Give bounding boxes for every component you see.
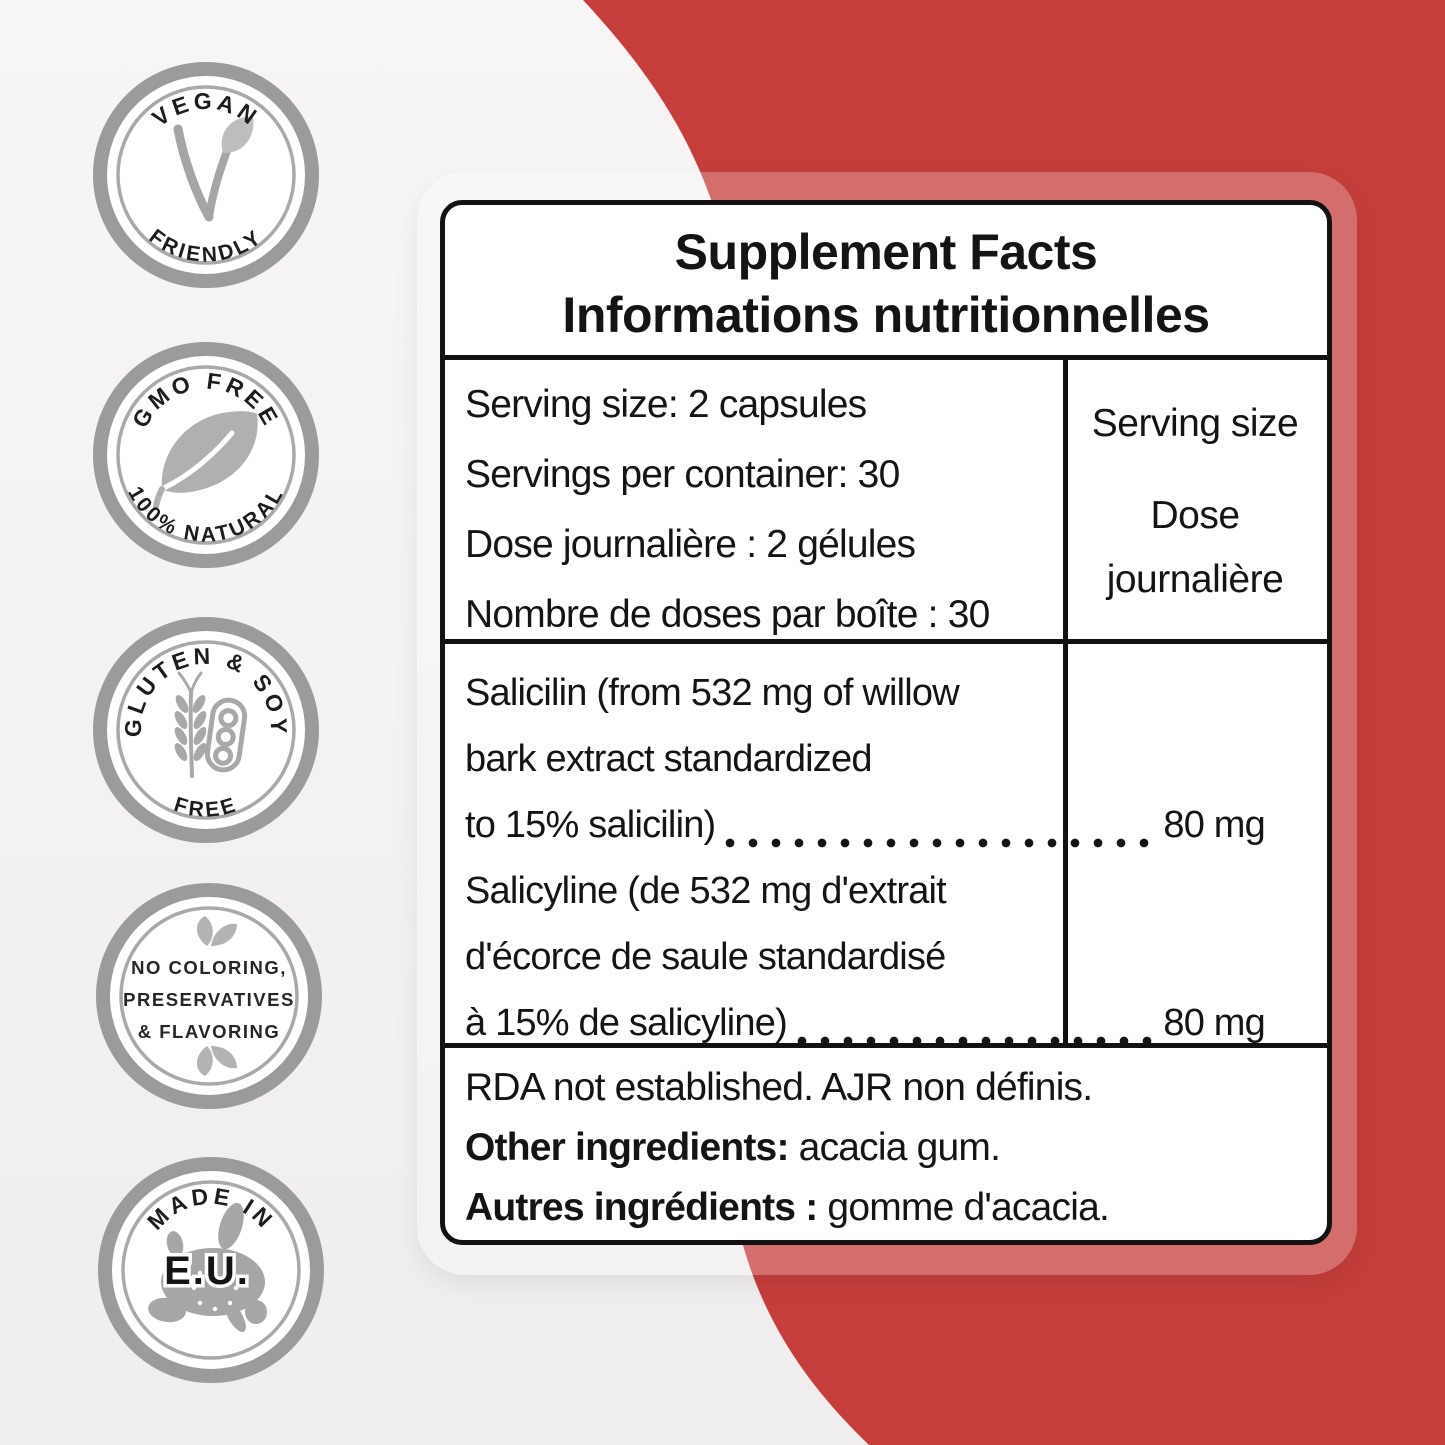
ingredient-amount: 80 mg <box>1163 1002 1265 1044</box>
ingredient-row: Salicyline (de 532 mg d'extrait d'écorce… <box>465 858 1327 1056</box>
badge-center-text: E.U. <box>164 1249 250 1293</box>
badge-inner-ring <box>119 906 299 1086</box>
badge-made-in-eu: MADE IN E.U. <box>98 1157 324 1383</box>
ingredient-line: à 15% de salicyline) <box>465 1002 788 1044</box>
ingredient-row: Salicilin (from 532 mg of willow bark ex… <box>465 660 1327 858</box>
ingredient-line: Salicyline (de 532 mg d'extrait <box>465 870 947 912</box>
serving-info-cell: Serving size: 2 capsules Servings per co… <box>445 360 1063 639</box>
badge-inner-ring <box>116 85 296 265</box>
leaves-icon <box>196 916 237 1076</box>
ingredients-section: Salicilin (from 532 mg of willow bark ex… <box>445 644 1327 1048</box>
dot-leader <box>796 1036 1158 1046</box>
vegan-leaf-icon <box>173 116 254 222</box>
badge-inner-ring <box>121 1180 301 1360</box>
serving-size-column-header: Serving size Dose journalière <box>1063 360 1327 639</box>
other-ingredients-en: Other ingredients: acacia gum. <box>465 1118 1309 1178</box>
panel-title-fr: Informations nutritionnelles <box>562 287 1210 343</box>
wheat-soy-icon <box>174 671 248 778</box>
ingredient-amount-line: to 15% salicilin) 80 mg <box>465 792 1327 858</box>
supplement-facts-panel: Supplement Facts Informations nutritionn… <box>440 200 1332 1245</box>
other-ingredients-label-fr: Autres ingrédients : <box>465 1186 818 1229</box>
column-divider <box>1063 355 1068 1043</box>
leaf-icon <box>153 411 258 510</box>
badge-inner-ring <box>116 365 296 545</box>
ingredient-line: d'écorce de saule standardisé <box>465 936 946 978</box>
eu-stars <box>191 1264 239 1312</box>
other-ingredients-fr: Autres ingrédients : gomme d'acacia. <box>465 1178 1309 1238</box>
badge-line-3: & FLAVORING <box>138 1021 281 1042</box>
badge-gluten-soy-free: GLUTEN & SOY FREE <box>93 617 319 843</box>
other-ingredients-value-fr: gomme d'acacia. <box>817 1186 1110 1229</box>
panel-title: Supplement Facts Informations nutritionn… <box>445 205 1327 360</box>
other-ingredients-value-en: acacia gum. <box>788 1126 1001 1169</box>
serving-size-en: Serving size: 2 capsules <box>465 383 867 426</box>
badge-line-2: PRESERVATIVES <box>123 989 295 1010</box>
badge-inner-ring <box>116 640 296 820</box>
rda-note: RDA not established. AJR non définis. <box>465 1066 1093 1109</box>
column-header-en: Serving size <box>1091 402 1299 445</box>
serving-size-fr: Dose journalière : 2 gélules <box>465 523 916 566</box>
ingredient-line: to 15% salicilin) <box>465 804 716 846</box>
dot-leader <box>725 838 1158 848</box>
column-header-fr-line2: journalière <box>1106 558 1284 601</box>
badge-gmo-free: GMO FREE 100% NATURAL <box>93 342 319 568</box>
badge-vegan-friendly: VEGAN FRIENDLY <box>93 62 319 288</box>
ingredient-amount: 80 mg <box>1163 804 1265 846</box>
other-ingredients-label-en: Other ingredients: <box>465 1126 789 1169</box>
badge-line-1: NO COLORING, <box>131 957 287 978</box>
servings-per-container-fr: Nombre de doses par boîte : 30 <box>465 593 990 636</box>
ingredient-line: bark extract standardized <box>465 738 872 780</box>
ingredient-amount-line: à 15% de salicyline) 80 mg <box>465 990 1327 1056</box>
europe-map-icon <box>148 1202 267 1332</box>
servings-per-container-en: Servings per container: 30 <box>465 453 900 496</box>
column-header-fr-line1: Dose <box>1150 494 1240 537</box>
badge-outer-ring <box>96 883 322 1109</box>
panel-title-en: Supplement Facts <box>674 224 1098 280</box>
footer-section: RDA not established. AJR non définis. Ot… <box>445 1048 1327 1240</box>
ingredient-line: Salicilin (from 532 mg of willow <box>465 672 960 714</box>
badge-no-additives: NO COLORING, PRESERVATIVES & FLAVORING <box>96 883 322 1109</box>
badge-outer-ring <box>93 62 319 288</box>
serving-row: Serving size: 2 capsules Servings per co… <box>445 360 1327 644</box>
